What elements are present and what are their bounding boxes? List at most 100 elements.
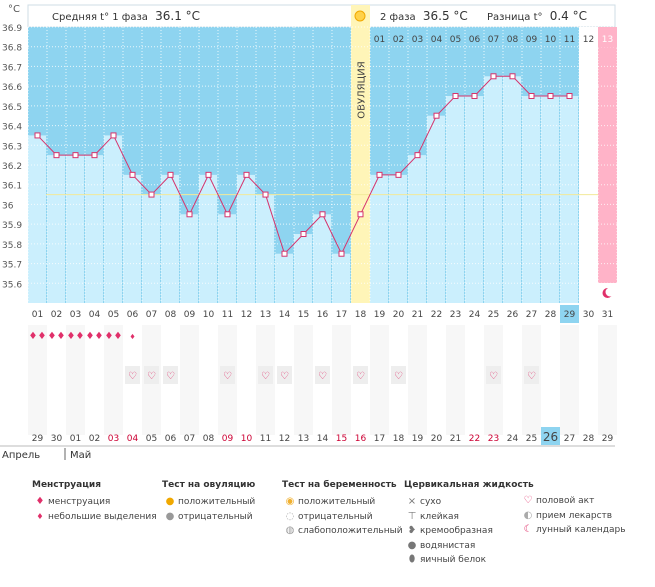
calendar-date-label: 05 [146, 434, 157, 444]
cycle-day-label: 04 [89, 310, 101, 320]
moon-icon-cut [605, 287, 615, 297]
luteal-day-label: 11 [564, 35, 575, 45]
heart-cell [486, 366, 501, 384]
temp-point [205, 171, 212, 178]
heart-cell [391, 366, 406, 384]
legend-cf-creamy: кремообразная [420, 526, 493, 536]
diff-label: Разница t° [487, 12, 543, 23]
y-tick-label: 35.9 [2, 221, 22, 231]
luteal-day-label: 01 [374, 35, 385, 45]
symptom-cell [199, 344, 218, 363]
temp-bar [389, 174, 407, 303]
y-tick-label: 36 [2, 201, 14, 211]
cycle-day-label: 01 [32, 310, 43, 320]
symptom-cell [294, 415, 313, 435]
calendar-date-label: 18 [393, 434, 405, 444]
symptom-cell [446, 415, 465, 435]
intercourse-mark: ♡ [527, 371, 536, 382]
symptom-cell [161, 415, 180, 435]
temp-bar [560, 96, 578, 303]
luteal-day-label: 02 [393, 35, 404, 45]
legend-cervical-fluid: Цервикальная жидкость × сухо ⊤ клейкая ❥ кр… [404, 480, 534, 568]
symptom-cell [237, 363, 256, 389]
calendar-date-label: 10 [241, 434, 253, 444]
temp-bar [47, 155, 65, 303]
symptom-cell [104, 389, 123, 415]
symptom-cell [389, 415, 408, 435]
symptom-cell [180, 363, 199, 389]
cycle-day-label: 25 [488, 310, 499, 320]
calendar-date-label: 26 [543, 430, 558, 444]
cycle-day-label: 20 [393, 310, 405, 320]
y-tick-label: 36.8 [2, 44, 22, 54]
legend-menstruation: Менструация ♦ менструация ♦ небольшие выде… [32, 480, 157, 524]
y-tick-label: 36.6 [2, 83, 22, 93]
legend-preg-negative: отрицательный [298, 511, 373, 522]
cycle-day-label: 03 [70, 310, 81, 320]
symptom-cell [275, 344, 294, 363]
heart-cell [353, 366, 368, 384]
symptom-cell [598, 415, 617, 435]
cycle-day-label: 13 [260, 310, 271, 320]
temp-bar [85, 155, 103, 303]
symptom-cell [104, 325, 123, 344]
symptom-cell [161, 389, 180, 415]
calendar-date-label: 11 [260, 434, 271, 444]
temp-bar [313, 214, 331, 303]
drop-icon: ♦ [36, 511, 44, 521]
svg-text:2 фаза 36.5 °C Разница: 2 фаза 36.5 °C Разница t° 0.4 °C [380, 9, 587, 23]
legend-cf-watery: водянистая [420, 540, 476, 551]
symptom-cell [579, 363, 598, 389]
temp-point [186, 211, 193, 218]
legend-preg-positive: положительный [298, 497, 376, 507]
calendar-date-label: 29 [32, 434, 44, 444]
cycle-day-label: 19 [374, 310, 386, 320]
sun-icon [354, 10, 366, 22]
symptom-cell [28, 344, 47, 363]
symptom-cell [142, 344, 161, 363]
menstruation-mark: ♦♦ [86, 331, 104, 342]
symptom-cell [180, 344, 199, 363]
symptom-cell [579, 415, 598, 435]
intercourse-mark: ♡ [394, 371, 403, 382]
symptom-cell [142, 389, 161, 415]
cycle-day-label: 18 [355, 310, 367, 320]
temp-bar [275, 253, 293, 303]
temp-bar [199, 174, 217, 303]
calendar-date-label: 21 [450, 434, 461, 444]
symptom-cell [332, 325, 351, 344]
temp-bar [332, 253, 350, 303]
symptom-cell [66, 389, 85, 415]
symptom-cell [313, 325, 332, 344]
symptom-cell [104, 344, 123, 363]
cycle-day-label: 22 [431, 310, 442, 320]
cycle-day-label: 02 [51, 310, 62, 320]
symptom-cell [503, 325, 522, 344]
y-tick-label: 36.3 [2, 142, 22, 152]
luteal-day-label: 03 [412, 35, 423, 45]
svg-text:Средняя t° 1 фаза 36.1 °C: Средняя t° 1 фаза 36.1 °C [52, 9, 200, 23]
symptom-cell [294, 325, 313, 344]
symptom-cell [123, 389, 142, 415]
cycle-day-label: 29 [564, 310, 576, 320]
symptom-cell [351, 389, 370, 415]
cycle-day-labels: 01 02 03 04 05 06 07 08 09 10 11 12 13 14 15 16 17 18 19 20… [32, 305, 613, 323]
pink-column [598, 27, 617, 283]
symptom-cell [180, 389, 199, 415]
month-may: Май [70, 450, 91, 461]
calendar-date-label: 15 [336, 434, 347, 444]
symptom-cell [389, 344, 408, 363]
legend-cf-sticky: клейкая [420, 511, 459, 522]
temp-bar [28, 135, 46, 303]
symptom-cell [446, 344, 465, 363]
temp-bar [161, 174, 179, 303]
symptom-cell [598, 344, 617, 363]
symptom-cell [256, 415, 275, 435]
symptom-cell [503, 363, 522, 389]
temp-bar [104, 135, 122, 303]
luteal-day-label: 09 [526, 35, 538, 45]
symptom-cell [237, 415, 256, 435]
menstruation-mark: ♦♦ [67, 331, 85, 342]
temp-point [224, 211, 231, 218]
